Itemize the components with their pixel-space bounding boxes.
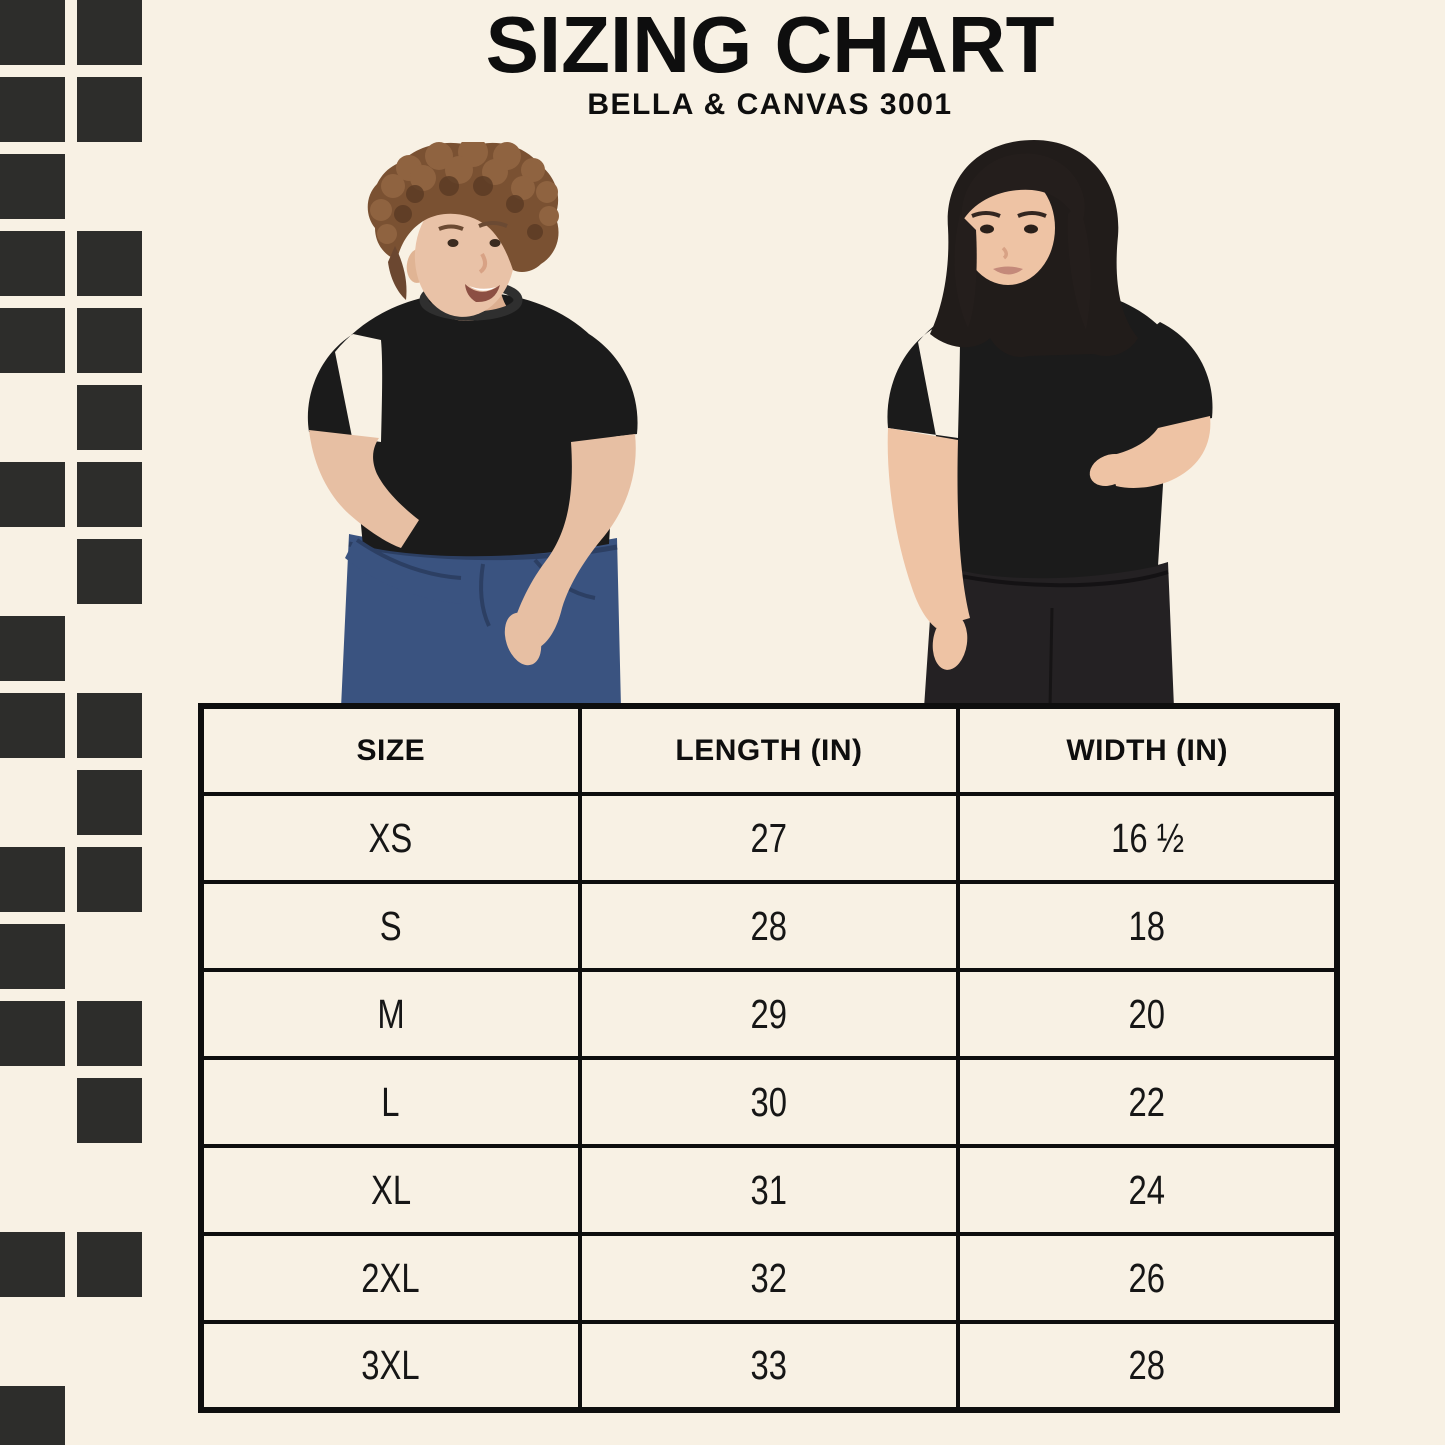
male-model-photo xyxy=(307,142,638,708)
female-hair-front xyxy=(954,153,1091,330)
table-row: L 30 22 xyxy=(199,1056,1339,1148)
pattern-square xyxy=(77,847,142,912)
male-arms xyxy=(309,430,636,666)
female-face-features xyxy=(971,211,1047,275)
page-title: SIZING CHART xyxy=(485,0,1055,89)
male-face-features xyxy=(438,221,508,303)
size-cell: L xyxy=(199,1056,582,1148)
length-cell: 27 xyxy=(577,792,961,884)
pattern-square xyxy=(0,308,65,373)
pattern-square xyxy=(0,1001,65,1066)
size-cell: M xyxy=(199,968,582,1060)
female-model-photo xyxy=(887,140,1213,708)
length-cell: 28 xyxy=(577,880,961,972)
male-tshirt xyxy=(307,292,638,557)
size-cell: S xyxy=(199,880,582,972)
pattern-square xyxy=(77,231,142,296)
size-table-header: SIZE LENGTH (IN) WIDTH (IN) xyxy=(199,704,1339,796)
page-header: SIZING CHART BELLA & CANVAS 3001 xyxy=(95,4,1445,120)
pattern-square xyxy=(0,924,65,989)
pattern-square xyxy=(77,462,142,527)
male-pocket xyxy=(345,538,462,604)
pattern-square xyxy=(0,231,65,296)
pattern-square xyxy=(0,616,65,681)
size-cell: 2XL xyxy=(199,1232,582,1324)
size-cell: XL xyxy=(199,1144,582,1236)
length-cell: 33 xyxy=(577,1320,961,1412)
column-header-length: LENGTH (IN) xyxy=(577,704,961,796)
table-row: XL 31 24 xyxy=(199,1144,1339,1236)
female-arms xyxy=(887,416,1211,670)
table-row: M 29 20 xyxy=(199,968,1339,1060)
pattern-square xyxy=(0,1386,65,1445)
size-table-body: XS 27 16 ½ S 28 18 M 29 20 L 30 22 XL 31… xyxy=(199,792,1339,1412)
width-cell: 16 ½ xyxy=(956,792,1339,884)
length-cell: 29 xyxy=(577,968,961,1060)
pattern-square xyxy=(0,77,65,142)
page-subtitle: BELLA & CANVAS 3001 xyxy=(587,87,953,121)
pattern-square xyxy=(0,1232,65,1297)
pattern-square xyxy=(0,154,65,219)
column-header-width: WIDTH (IN) xyxy=(956,704,1339,796)
checker-pattern xyxy=(0,0,150,1445)
size-cell: 3XL xyxy=(199,1320,582,1412)
male-hair xyxy=(367,142,559,300)
pattern-square xyxy=(77,770,142,835)
pattern-square xyxy=(0,847,65,912)
pattern-square xyxy=(77,693,142,758)
table-row: 3XL 33 28 xyxy=(199,1320,1339,1412)
table-row: S 28 18 xyxy=(199,880,1339,972)
pattern-square xyxy=(77,77,142,142)
width-cell: 24 xyxy=(956,1144,1339,1236)
pattern-square xyxy=(0,0,65,65)
table-row: 2XL 32 26 xyxy=(199,1232,1339,1324)
width-cell: 20 xyxy=(956,968,1339,1060)
column-header-size: SIZE xyxy=(199,704,582,796)
width-cell: 28 xyxy=(956,1320,1339,1412)
pattern-square xyxy=(0,693,65,758)
size-cell: XS xyxy=(199,792,582,884)
pattern-square xyxy=(77,1078,142,1143)
table-row: XS 27 16 ½ xyxy=(199,792,1339,884)
female-jeans xyxy=(924,560,1174,708)
pattern-square xyxy=(0,462,65,527)
length-cell: 30 xyxy=(577,1056,961,1148)
width-cell: 22 xyxy=(956,1056,1339,1148)
pattern-square xyxy=(77,385,142,450)
pattern-square xyxy=(77,0,142,65)
pattern-square xyxy=(77,1232,142,1297)
female-tshirt xyxy=(887,288,1213,579)
pattern-square xyxy=(77,539,142,604)
length-cell: 32 xyxy=(577,1232,961,1324)
length-cell: 31 xyxy=(577,1144,961,1236)
width-cell: 18 xyxy=(956,880,1339,972)
width-cell: 26 xyxy=(956,1232,1339,1324)
pattern-square xyxy=(77,1001,142,1066)
pattern-square xyxy=(77,308,142,373)
size-table: SIZE LENGTH (IN) WIDTH (IN) XS 27 16 ½ S… xyxy=(198,703,1340,1413)
